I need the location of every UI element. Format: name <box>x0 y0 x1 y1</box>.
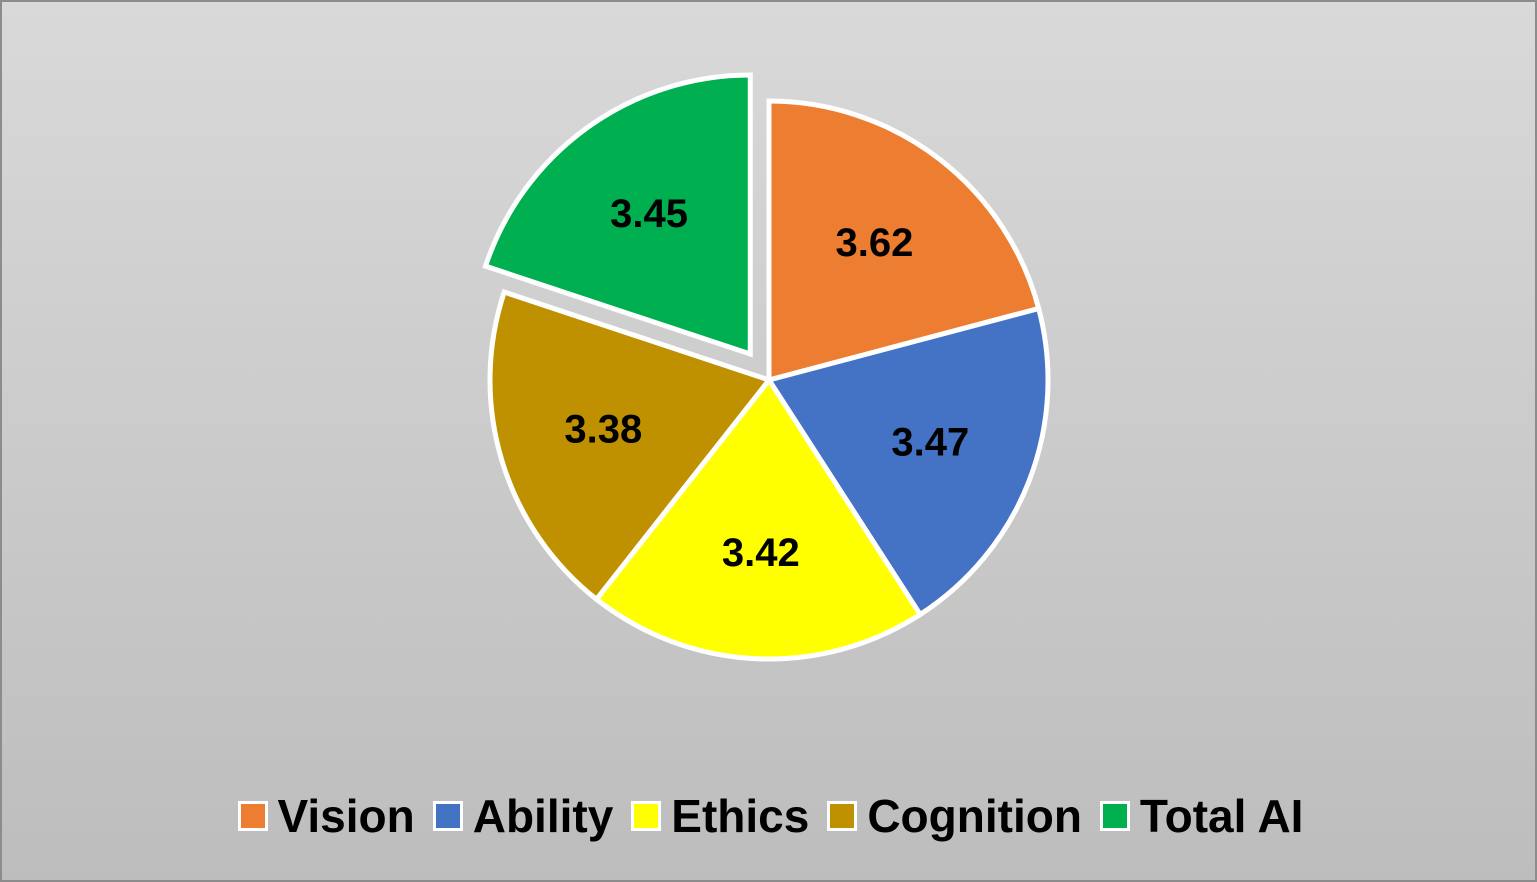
legend-swatch <box>432 801 463 831</box>
legend-item-vision: Vision <box>237 789 415 843</box>
pie-slice-cognition <box>487 288 774 603</box>
legend: Vision Ability Ethics Cognition Total AI <box>2 784 1537 848</box>
legend-item-cognition: Cognition <box>827 789 1082 843</box>
data-label-cognition: 3.38 <box>564 408 642 452</box>
legend-label: Ethics <box>671 790 810 842</box>
pie-data-labels: 3.62 3.47 3.42 3.38 3.45 <box>564 192 969 575</box>
data-label-ethics: 3.42 <box>722 531 800 575</box>
pie-slice-total-ai <box>482 72 753 358</box>
legend-label: Vision <box>277 790 415 842</box>
legend-swatch <box>827 801 858 831</box>
legend-item-total-ai: Total AI <box>1099 789 1304 843</box>
pie-slice-ethics <box>592 375 924 662</box>
legend-swatch <box>631 801 662 831</box>
legend-swatch <box>237 801 268 831</box>
data-label-vision: 3.62 <box>836 221 914 265</box>
legend-label: Ability <box>472 790 614 842</box>
pie-slice-vision <box>766 98 1042 384</box>
legend-label: Total AI <box>1139 790 1304 842</box>
data-label-total-ai: 3.45 <box>610 192 688 236</box>
pie-slice-ability <box>765 305 1051 618</box>
legend-label: Cognition <box>867 790 1082 842</box>
pie-slices <box>482 72 1051 662</box>
legend-item-ethics: Ethics <box>631 789 809 843</box>
legend-item-ability: Ability <box>432 789 614 843</box>
legend-swatch <box>1099 801 1130 831</box>
data-label-ability: 3.47 <box>891 420 969 464</box>
